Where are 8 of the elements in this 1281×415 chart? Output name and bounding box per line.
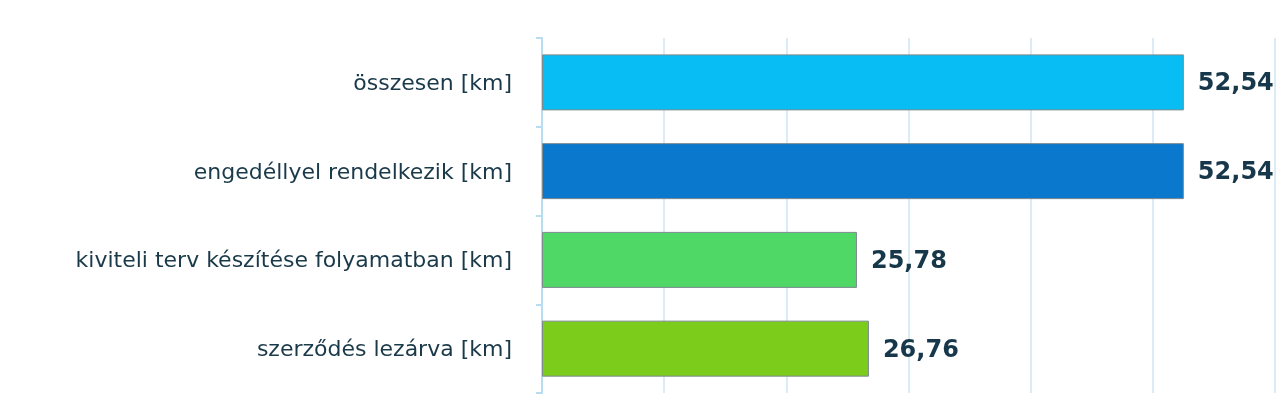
- y-tick-label: összesen [km]: [353, 69, 512, 95]
- y-tick-label: szerződés lezárva [km]: [256, 336, 512, 362]
- y-tick-label: engedéllyel rendelkezik [km]: [193, 158, 512, 184]
- data-label: 25,78: [870, 245, 947, 274]
- y-tick-label: kiviteli terv készítése folyamatban [km]: [75, 247, 512, 273]
- data-label: 26,76: [882, 334, 959, 363]
- data-label: 52,54: [1197, 68, 1274, 97]
- data-label: 52,54: [1197, 157, 1274, 186]
